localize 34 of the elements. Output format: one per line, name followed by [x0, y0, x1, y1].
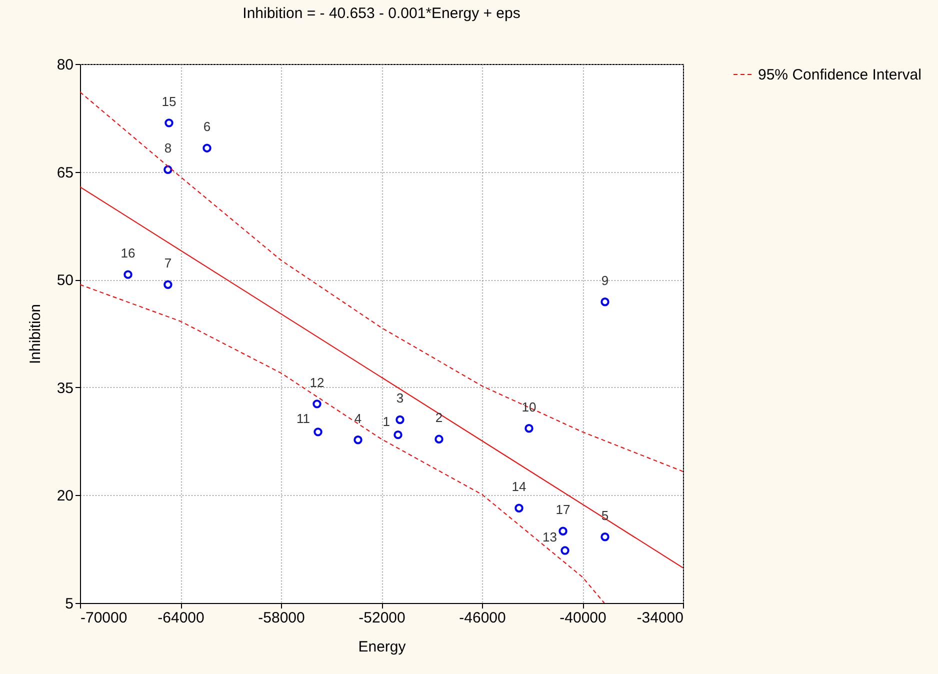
annotation: 6 [203, 119, 211, 134]
annotation: 3 [396, 390, 404, 406]
x-tick-label: -64000 [158, 610, 204, 626]
y-tick-label: 50 [56, 272, 74, 290]
annotation: 12 [310, 374, 324, 390]
annotation: 1 [382, 414, 390, 429]
annotation: 14 [512, 479, 526, 494]
x-tick-label: -34000 [636, 610, 684, 626]
y-tick-label: 20 [56, 488, 74, 505]
annotation: 8 [164, 140, 172, 156]
x-axis-title: Energy [358, 638, 406, 656]
y-tick-label: 65 [56, 164, 74, 182]
x-tick-label: -40000 [560, 610, 606, 626]
y-axis-title: Inhibition [26, 304, 44, 364]
x-tick-label: -58000 [258, 610, 305, 626]
annotation: 2 [435, 410, 443, 426]
annotation: 7 [164, 256, 172, 271]
annotation: 10 [522, 399, 536, 414]
annotation: 15 [162, 94, 176, 109]
annotation: 13 [542, 530, 557, 545]
y-tick-label: 35 [56, 380, 74, 397]
x-tick-label: -70000 [80, 610, 128, 626]
annotation: 9 [601, 272, 609, 288]
annotation: 17 [556, 502, 570, 518]
annotation: 4 [354, 410, 362, 426]
annotation: 16 [120, 246, 136, 261]
chart-title: Inhibition = - 40.653 - 0.001*Energy + eps [242, 5, 520, 22]
x-tick-label: -52000 [358, 610, 406, 626]
x-tick-label: -46000 [459, 610, 506, 626]
legend-label: 95% Confidence Interval [758, 66, 922, 84]
line-series [80, 92, 683, 472]
y-tick-label: 5 [65, 596, 74, 612]
annotation: 11 [296, 410, 310, 426]
y-tick-label: 80 [56, 56, 74, 74]
